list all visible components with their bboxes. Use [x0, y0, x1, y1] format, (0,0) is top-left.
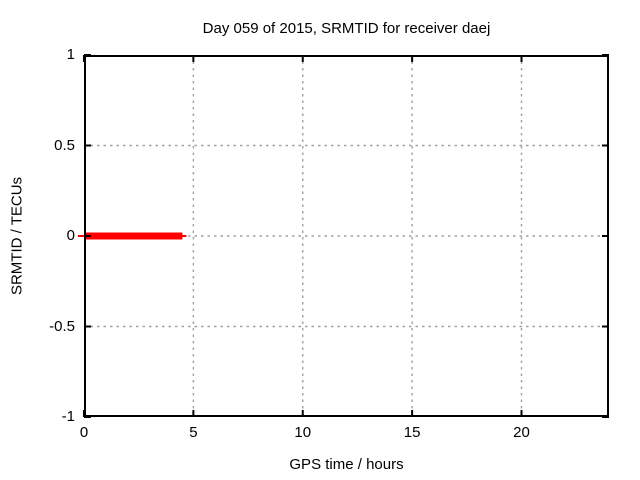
y-axis-title: SRMTID / TECUs [8, 176, 26, 296]
y-tick-label: 1 [66, 46, 75, 63]
y-tick-label: 0 [66, 227, 75, 244]
x-tick-label: 5 [189, 424, 198, 441]
chart-title: Day 059 of 2015, SRMTID for receiver dae… [202, 20, 491, 37]
x-tick-label: 15 [403, 424, 421, 441]
x-tick-label: 20 [513, 424, 530, 441]
x-axis-title: GPS time / hours [289, 456, 404, 473]
plot-svg [78, 54, 609, 418]
y-tick-label: 0.5 [54, 136, 75, 154]
y-tick-label: -1 [61, 408, 75, 425]
x-tick-label: 10 [294, 424, 312, 441]
x-tick-label: 0 [79, 424, 89, 441]
y-tick-label: -0.5 [49, 317, 75, 335]
plot-area [78, 54, 609, 418]
